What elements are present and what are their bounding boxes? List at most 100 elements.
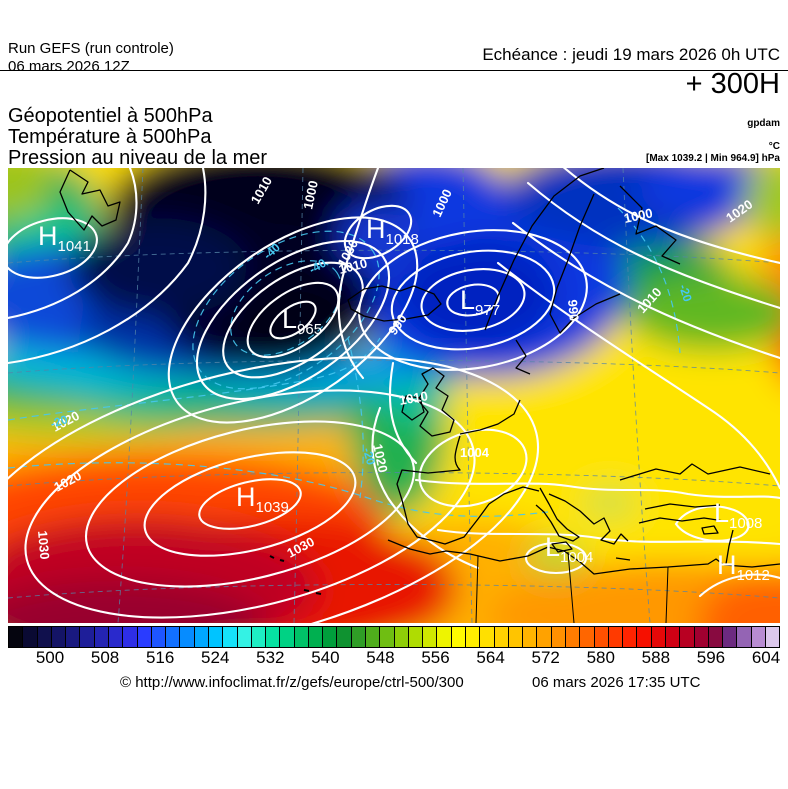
colorbar-tick: 572 (531, 648, 560, 667)
isobar-label: 990 (565, 299, 582, 322)
islands-azores-canaries (269, 555, 322, 595)
pressure-center-label: H1039 (236, 482, 289, 516)
colorbar-cell (351, 627, 367, 647)
coastline-black-sea (619, 463, 771, 481)
pressure-center-label: H1041 (38, 221, 91, 255)
coastline-greenland (59, 169, 121, 231)
isobar-label: 1010 (337, 255, 369, 277)
colorbar-tick: 604 (751, 648, 781, 667)
map-title-pressure: Pression au niveau de la mer (8, 147, 268, 169)
colorbar-cell (394, 627, 409, 647)
forecast-map: 1030 1010 1000 1000 1010 990 990 1000 1020 1010 10… (8, 168, 780, 623)
colorbar-tick: 596 (696, 648, 726, 667)
colorbar-tick: 564 (476, 648, 505, 667)
coastline-iceland (347, 285, 442, 322)
colorbar-cell (408, 627, 424, 647)
isotherm-label: -20 (49, 412, 70, 431)
colorbar-cell (737, 627, 752, 647)
colorbar-tick: 556 (421, 648, 450, 667)
colorbar-cell (294, 627, 309, 647)
colorbar-cell (494, 627, 509, 647)
coastline-turkey (638, 503, 725, 524)
pressure-center-label: H1018 (366, 214, 419, 248)
colorbar-tick: 500 (35, 648, 65, 667)
colorbar-cell (594, 627, 609, 647)
colorbar-cell (151, 627, 167, 647)
colorbar-tick: 532 (256, 648, 285, 667)
isobar-high-1018 (343, 204, 413, 260)
pressure-center-label: L1008 (714, 498, 762, 532)
coastline-cyprus (701, 525, 719, 535)
source-url: © http://www.infoclimat.fr/z/gefs/europe… (120, 674, 464, 691)
geopotential-colorbar (8, 626, 780, 648)
colorbar-cell (565, 627, 581, 647)
isobar-label: 1010 (398, 388, 429, 408)
colorbar-cell (523, 627, 538, 647)
colorbar-tick: 540 (311, 648, 340, 667)
colorbar-cell (423, 627, 438, 647)
colorbar-cell (723, 627, 738, 647)
colorbar-cell (437, 627, 452, 647)
map-title-geopotential: Géopotentiel à 500hPa (8, 105, 213, 127)
colorbar-cell (80, 627, 95, 647)
colorbar-tick: 524 (201, 648, 230, 667)
pressure-center-label: L965 (282, 304, 322, 338)
pressure-center-label: L1004 (545, 532, 593, 566)
map-title-temperature: Température à 500hPa (8, 126, 212, 148)
pressure-center-label: H1012 (717, 550, 770, 584)
coastline-denmark (515, 339, 531, 375)
colorbar-cell (537, 627, 552, 647)
colorbar-cell (580, 627, 595, 647)
coastline-scandinavia-baltic (549, 193, 621, 334)
colorbar-cell (251, 627, 267, 647)
colorbar-tick: 548 (366, 648, 395, 667)
colorbar-cell (623, 627, 638, 647)
unit-geopotential: gpdam (747, 118, 780, 129)
colorbar-cell (308, 627, 324, 647)
colorbar-cell (194, 627, 209, 647)
colorbar-cell (51, 627, 67, 647)
coastline-levant (725, 529, 734, 565)
isobar-lines (8, 168, 780, 623)
colorbar-cell (237, 627, 252, 647)
colorbar-cell (694, 627, 709, 647)
coastline-adriatic-greece (548, 493, 629, 545)
coastline-italy (535, 487, 580, 542)
colorbar-cell (651, 627, 666, 647)
coastlines (59, 168, 780, 623)
isobar-label: 1020 (370, 443, 391, 474)
coastline-north-africa (387, 539, 780, 575)
colorbar-cell (765, 627, 780, 647)
colorbar-cell (751, 627, 766, 647)
colorbar-cell (380, 627, 395, 647)
colorbar-cell (266, 627, 281, 647)
valid-time-label: Echéance : jeudi 19 mars 2026 0h UTC (482, 45, 780, 64)
colorbar-cell (37, 627, 52, 647)
isobar-label: 1000 (623, 205, 654, 226)
colorbar-cell (166, 627, 181, 647)
unit-temperature: °C (768, 141, 780, 152)
colorbar-cell (9, 627, 24, 647)
color-field (8, 168, 780, 623)
coastline-norway-west (484, 168, 605, 331)
colorbar-cell (337, 627, 352, 647)
colorbar-cell (280, 627, 295, 647)
issued-time: 06 mars 2026 17:35 UTC (532, 674, 701, 691)
colorbar-cell (508, 627, 524, 647)
isotherm-label: -20 (360, 446, 378, 467)
coastline-britain (417, 367, 455, 437)
forecast-hour-label: + 300H (685, 68, 780, 100)
colorbar-cell (223, 627, 238, 647)
isotherm-lines (8, 207, 681, 517)
colorbar-cell (708, 627, 724, 647)
colorbar-cell (108, 627, 124, 647)
coastline-channel (459, 399, 521, 435)
run-date: 06 mars 2026 12Z (8, 58, 130, 75)
colorbar-cell (123, 627, 138, 647)
header-divider (0, 70, 788, 71)
isobar-label: 1030 (35, 530, 52, 560)
colorbar-cell (680, 627, 695, 647)
colorbar-tick: 588 (641, 648, 671, 667)
isobars-low-965 (167, 216, 419, 424)
